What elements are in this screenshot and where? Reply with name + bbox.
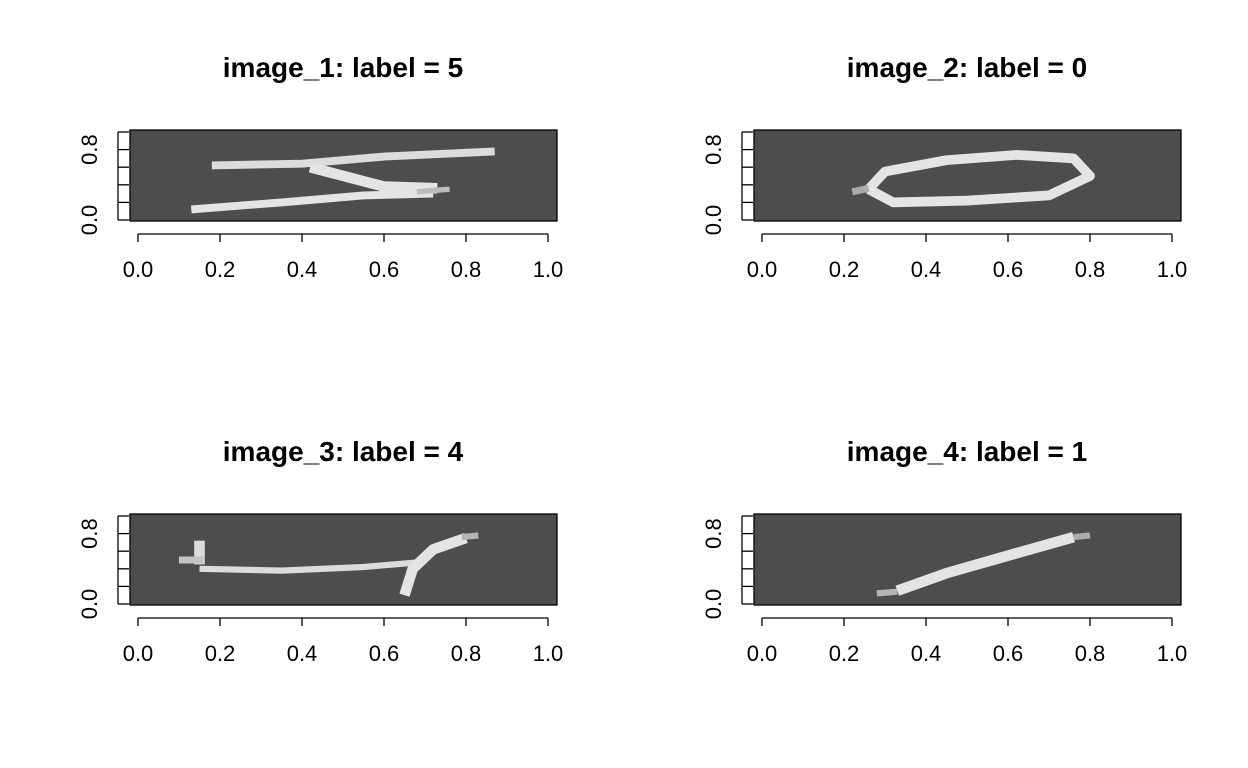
digit-stroke [1073, 532, 1091, 541]
image-background [754, 514, 1181, 605]
x-tick-label: 0.4 [911, 257, 942, 282]
panel-image-4: image_4: label = 1 0.0 0.2 0.4 0.6 0.8 1.0 0.0… [624, 384, 1248, 768]
x-tick-label: 0.0 [123, 641, 154, 666]
plot-frame [129, 513, 558, 606]
x-tick-label: 0.0 [123, 257, 154, 282]
plot-frame [129, 129, 558, 222]
x-tick-label: 0.8 [451, 257, 482, 282]
digit-stroke [211, 147, 495, 170]
digit-stroke [190, 189, 434, 214]
plot-area: 0.0 0.2 0.4 0.6 0.8 1.0 0.0 0.8 [77, 129, 564, 282]
y-tick-label: 0.0 [701, 589, 726, 620]
digit-stroke [851, 184, 870, 196]
plot-area: 0.0 0.2 0.4 0.6 0.8 1.0 0.0 0.8 [701, 513, 1188, 666]
y-tick-label: 0.8 [701, 134, 726, 165]
panel-image-3: image_3: label = 4 0.0 0.2 0.4 0.6 0.8 1.0 0.0… [0, 384, 624, 768]
x-tick-label: 0.2 [829, 641, 860, 666]
x-tick-label: 0.2 [829, 257, 860, 282]
y-tick-label: 0.0 [701, 205, 726, 236]
digit-stroke [199, 558, 426, 574]
x-tick-label: 0.2 [205, 641, 236, 666]
digit-stroke [416, 186, 450, 195]
chart-title: image_4: label = 1 [847, 436, 1087, 467]
chart-svg: image_3: label = 4 0.0 0.2 0.4 0.6 0.8 1.00.0… [77, 436, 564, 666]
plot-area: 0.0 0.2 0.4 0.6 0.8 1.0 0.0 0.8 [701, 129, 1188, 282]
y-tick-label: 0.8 [77, 134, 102, 165]
y-tick-label: 0.8 [77, 518, 102, 549]
y-tick-label: 0.0 [77, 589, 102, 620]
x-tick-label: 0.6 [993, 257, 1024, 282]
x-tick-label: 0.0 [747, 257, 778, 282]
x-tick-label: 0.6 [993, 641, 1024, 666]
chart-svg: image_4: label = 1 0.0 0.2 0.4 0.6 0.8 1.00.0… [701, 436, 1188, 666]
digit-stroke [865, 150, 1095, 208]
digit-stroke [308, 162, 438, 194]
chart-svg: image_1: label = 5 0.0 0.2 0.4 0.6 0.8 1.00.0… [77, 52, 564, 282]
x-tick-label: 0.8 [1075, 257, 1106, 282]
panel-image-1: image_1: label = 5 0.0 0.2 0.4 0.6 0.8 1.0 0.0… [0, 0, 624, 384]
x-tick-label: 0.8 [451, 641, 482, 666]
x-tick-label: 0.0 [747, 641, 778, 666]
x-tick-label: 0.8 [1075, 641, 1106, 666]
plot-area: 0.0 0.2 0.4 0.6 0.8 1.0 0.0 0.8 [77, 513, 564, 666]
x-tick-label: 1.0 [1157, 641, 1188, 666]
x-tick-label: 0.2 [205, 257, 236, 282]
x-tick-label: 0.6 [369, 641, 400, 666]
y-tick-label: 0.0 [77, 205, 102, 236]
digit-stroke [461, 532, 479, 541]
chart-svg: image_2: label = 0 0.0 0.2 0.4 0.6 0.8 1.00.0… [701, 52, 1188, 282]
digit-stroke [895, 531, 1076, 596]
x-tick-label: 1.0 [1157, 257, 1188, 282]
panel-image-2: image_2: label = 0 0.0 0.2 0.4 0.6 0.8 1.0 0.0… [624, 0, 1248, 384]
chart-title: image_1: label = 5 [223, 52, 463, 83]
chart-title: image_2: label = 0 [847, 52, 1087, 83]
chart-title: image_3: label = 4 [223, 436, 464, 467]
x-tick-label: 0.4 [287, 641, 318, 666]
x-tick-label: 0.6 [369, 257, 400, 282]
image-background [754, 130, 1181, 221]
x-tick-label: 1.0 [533, 257, 564, 282]
x-tick-label: 0.4 [911, 641, 942, 666]
x-tick-label: 1.0 [533, 641, 564, 666]
y-tick-label: 0.8 [701, 518, 726, 549]
plot-frame [753, 129, 1182, 222]
x-tick-label: 0.4 [287, 257, 318, 282]
plot-frame [753, 513, 1182, 606]
digit-stroke [876, 588, 898, 597]
digit-stroke [399, 532, 468, 597]
